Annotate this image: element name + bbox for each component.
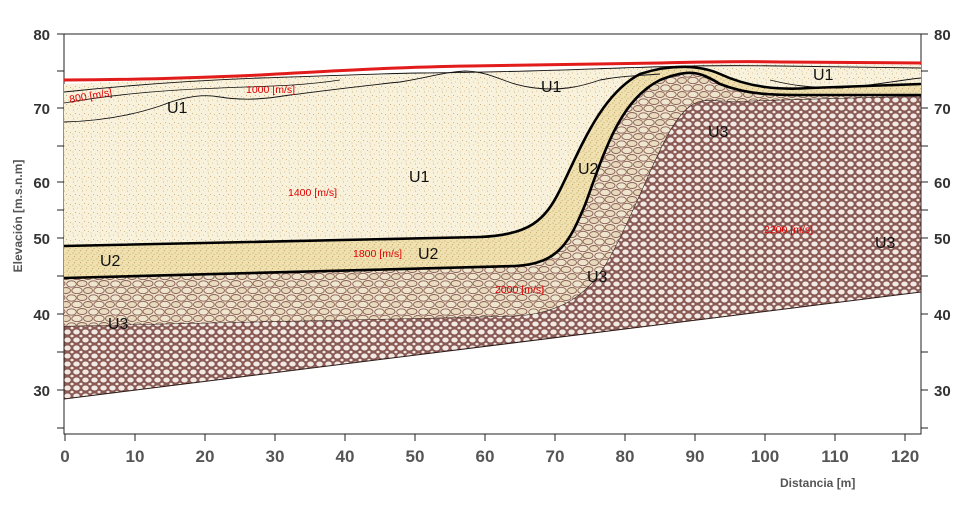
unit-label-u1: U1: [167, 100, 188, 117]
unit-label-u3: U3: [708, 124, 729, 141]
y-tick-label: 40: [33, 307, 50, 324]
velocity-label: 2000 [m/s]: [495, 284, 544, 296]
y-axis-title: Elevación [m.s.n.m]: [11, 160, 25, 273]
x-tick-label: 90: [686, 447, 705, 466]
x-tick-label: 100: [751, 447, 779, 466]
unit-label-u2: U2: [418, 246, 439, 263]
unit-label-u2: U2: [100, 253, 121, 270]
y-tick-label: 60: [934, 175, 951, 192]
x-tick-label: 120: [891, 447, 919, 466]
u1-internal-line: [64, 70, 661, 123]
y-tick-label: 30: [33, 383, 50, 400]
unit-label-u3: U3: [587, 269, 608, 286]
x-axis: 0 10 20 30 40 50 60 70 80 90 100 110 120: [60, 434, 919, 466]
velocity-label: 1400 [m/s]: [288, 187, 337, 199]
x-tick-label: 80: [616, 447, 635, 466]
unit-label-u3: U3: [108, 316, 129, 333]
x-tick-label: 60: [476, 447, 495, 466]
y-tick-label: 50: [934, 231, 951, 248]
y-tick-label: 80: [33, 27, 50, 44]
y-tick-label: 30: [934, 383, 951, 400]
x-axis-title: Distancia [m]: [780, 476, 855, 490]
y-tick-label: 50: [33, 231, 50, 248]
y-tick-label: 40: [934, 307, 951, 324]
x-tick-label: 20: [196, 447, 215, 466]
u1-u2-boundary: [64, 65, 921, 248]
unit-u1: [64, 64, 921, 246]
unit-labels: U1 U1 U1 U1 U2 U2 U2 U3 U3 U3 U3: [100, 67, 896, 333]
y-tick-label: 70: [33, 101, 50, 118]
x-tick-label: 110: [821, 447, 848, 466]
unit-label-u1: U1: [409, 169, 430, 186]
y-axis-left: 30 40 50 60 70 80: [33, 27, 50, 400]
velocity-label: 1800 [m/s]: [353, 248, 402, 260]
velocity-label: 2200 [m/s]: [764, 224, 813, 236]
surface-line: [64, 60, 921, 82]
x-tick-label: 40: [336, 447, 355, 466]
x-tick-label: 70: [546, 447, 565, 466]
u1-shallow-line-left: [64, 79, 341, 104]
unit-label-u1: U1: [541, 79, 562, 96]
y-axis-right: 30 40 50 60 70 80: [934, 27, 951, 400]
x-tick-label: 30: [266, 447, 285, 466]
unit-label-u3: U3: [875, 235, 896, 252]
y-tick-label: 80: [934, 27, 951, 44]
unit-u3-cobbles: [64, 72, 921, 326]
y-tick-marks: [57, 33, 928, 429]
x-tick-label: 10: [126, 447, 145, 466]
x-tick-label: 0: [60, 447, 69, 466]
unit-label-u1: U1: [813, 67, 834, 84]
y-tick-label: 60: [33, 175, 50, 192]
velocity-label: 1000 [m/s]: [246, 84, 295, 96]
u2-u3-boundary: [64, 71, 921, 280]
x-tick-label: 50: [406, 447, 425, 466]
unit-label-u2: U2: [578, 161, 599, 178]
y-tick-label: 70: [934, 101, 951, 118]
